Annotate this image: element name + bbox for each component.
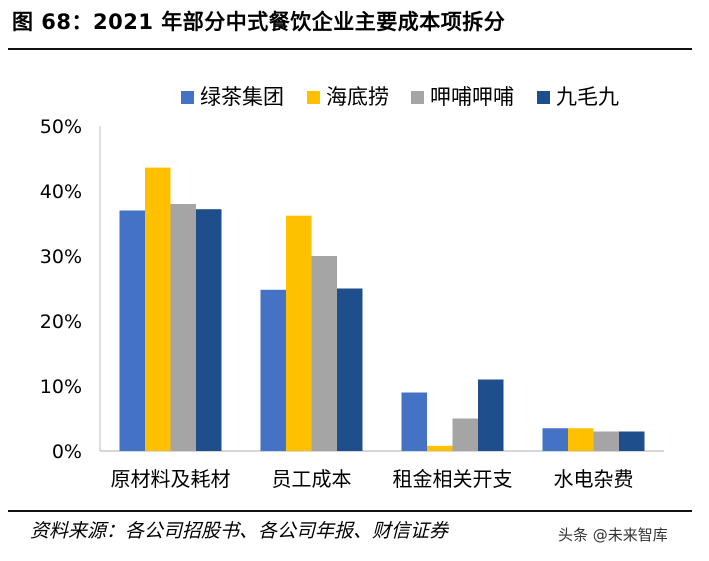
y-tick-label: 50%: [40, 116, 82, 138]
bar-1-2: [145, 167, 171, 451]
bar-3-2: [427, 445, 453, 451]
title-divider: [8, 48, 692, 50]
bar-4-2: [568, 428, 594, 451]
x-category-label: 原材料及耗材: [111, 467, 231, 491]
y-tick-label: 0%: [52, 441, 82, 463]
y-tick-label: 30%: [40, 246, 82, 268]
legend-swatch: [537, 91, 550, 104]
legend-swatch: [181, 91, 194, 104]
bar-4-4: [619, 431, 645, 451]
watermark: 头条 @未来智库: [558, 526, 668, 544]
bar-4-3: [593, 431, 619, 451]
bar-1-1: [119, 210, 145, 451]
legend-label: 九毛九: [556, 85, 619, 109]
bar-3-1: [401, 392, 427, 451]
bar-2-1: [260, 289, 286, 451]
figure-title: 图 68：2021 年部分中式餐饮企业主要成本项拆分: [12, 10, 506, 34]
bar-4-1: [542, 428, 568, 451]
x-category-label: 水电杂费: [554, 467, 634, 491]
y-tick-label: 40%: [40, 181, 82, 203]
source-note: 资料来源：各公司招股书、各公司年报、财信证券: [30, 520, 449, 542]
x-category-label: 员工成本: [272, 467, 352, 491]
legend-swatch: [411, 91, 424, 104]
source-divider: [8, 510, 692, 512]
bar-3-4: [478, 379, 504, 451]
bar-2-3: [311, 256, 337, 451]
legend-label: 海底捞: [326, 85, 389, 109]
x-category-label: 租金相关开支: [393, 467, 513, 491]
bar-1-3: [170, 204, 196, 451]
bar-2-2: [286, 215, 312, 451]
y-tick-label: 10%: [40, 376, 82, 398]
legend-label: 呷哺呷哺: [430, 85, 514, 109]
bar-chart: 0% 10% 20% 30% 40% 50% 原材料及耗材 员工成本 租金相关开支 水电杂费 绿茶集…: [40, 85, 664, 491]
legend-label: 绿茶集团: [200, 85, 284, 109]
bar-1-4: [196, 209, 222, 451]
y-tick-label: 20%: [40, 311, 82, 333]
legend-swatch: [307, 91, 320, 104]
bar-2-4: [337, 288, 363, 451]
bar-3-3: [452, 418, 478, 451]
